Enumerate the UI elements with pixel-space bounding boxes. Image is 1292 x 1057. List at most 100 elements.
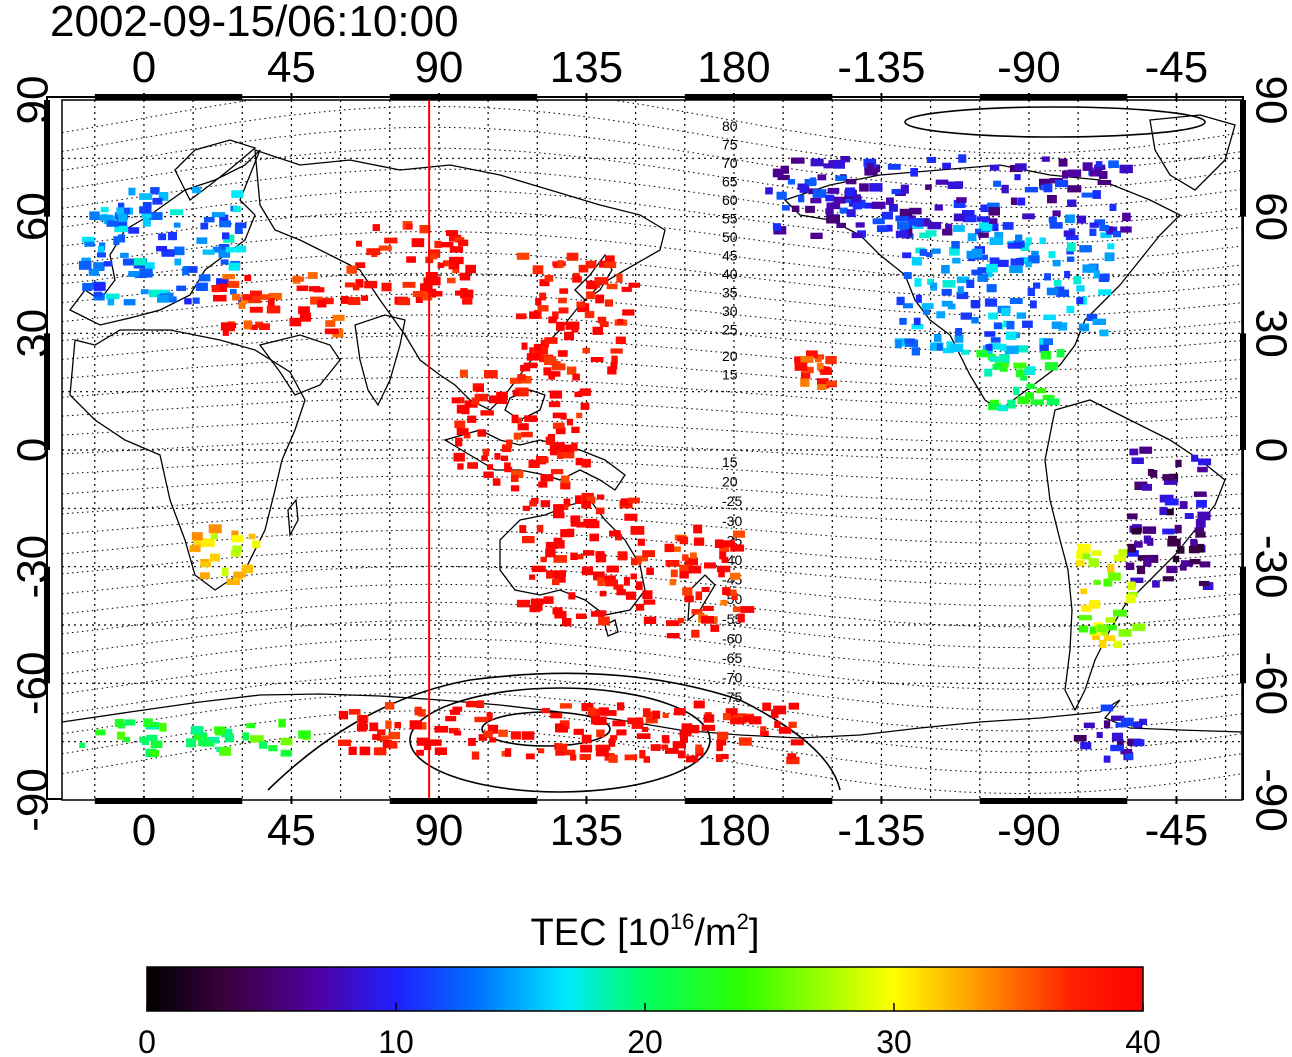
tec-point [1092,318,1106,325]
tec-point [562,749,576,756]
tec-point [494,453,501,460]
tec-point [684,595,694,603]
tec-point [1078,625,1089,633]
tec-point [597,577,605,586]
tec-point [641,726,649,732]
tec-point [581,501,591,509]
tec-point [1094,219,1106,225]
tec-point [953,213,965,222]
tec-point [891,189,905,195]
tec-point [579,754,591,760]
tec-point [561,451,575,459]
tec-point [679,570,689,579]
tec-point [515,313,527,320]
tec-point [260,294,270,300]
lat-tick-label-left: -60 [9,652,58,716]
tec-point [610,348,623,354]
tec-point [919,232,932,239]
contour-label: -55 [722,611,742,627]
tec-point [994,231,1004,241]
tec-point [575,495,582,504]
tec-point [524,415,538,422]
lon-tick-label-top: -90 [997,43,1061,92]
tec-point [978,222,993,231]
tec-point [599,590,607,597]
tec-point [1015,234,1023,242]
tec-point [812,189,827,198]
tec-point [1089,222,1099,228]
tec-point [250,735,264,743]
tec-point [679,730,692,737]
tec-point [259,741,268,749]
tec-point [250,324,258,330]
tec-point [1076,297,1084,304]
tec-point [510,475,519,482]
tec-point [448,727,459,734]
tec-point [845,178,857,185]
tec-point [1104,252,1113,262]
tec-point [572,373,580,381]
tec-point [198,274,211,282]
tec-point [895,230,909,238]
tec-point [445,715,457,722]
tec-point [716,739,727,746]
tec-point [615,534,623,541]
colorbar-ticks: 0 10 20 30 40 [138,1003,1161,1057]
contour-label: 80 [722,118,738,134]
tec-point [376,735,389,742]
contour-line [62,710,1242,774]
tec-point [941,300,953,307]
tec-point [682,587,693,596]
tec-point [1197,466,1208,473]
tec-point [1091,550,1102,556]
tec-point [219,220,231,228]
tec-point [222,232,230,240]
tec-point [184,298,192,305]
tec-point [987,202,1000,211]
tec-point [579,388,591,396]
tec-point [1025,261,1032,268]
tec-point [1195,531,1206,538]
tec-point [1105,226,1114,232]
tec-point [621,286,632,292]
tec-point [550,469,564,475]
contour-line [62,511,1242,544]
tec-point [510,731,521,740]
tec-point [899,317,907,325]
tec-point [410,720,421,727]
tec-point [107,298,115,306]
tec-point [760,730,769,736]
tec-point [762,702,772,711]
tec-point [457,239,469,247]
tec-point [672,741,686,749]
tec-point [575,613,587,619]
tec-point [1030,300,1037,309]
tec-point [174,258,182,266]
tec-point [989,218,998,224]
tec-point [866,163,874,170]
tec-point [740,606,755,613]
tec-point [695,591,703,601]
tec-point [1077,543,1091,552]
tec-point [338,710,348,720]
tec-point [417,722,427,730]
tec-point [468,738,476,746]
tec-point [1172,555,1180,563]
contour-line [62,457,1242,482]
tec-point [760,726,767,732]
tec-point [1103,578,1113,587]
tec-point [571,442,578,452]
tec-point [117,234,126,243]
lon-tick-label-bottom: 0 [132,806,156,855]
tec-point [1067,242,1076,252]
tec-point [553,537,563,547]
tec-point [988,207,1000,216]
tec-point [835,175,847,181]
tec-point [599,317,606,326]
tec-point [203,216,215,223]
tec-point [800,371,811,379]
tec-point [598,616,610,626]
contour-label: -70 [722,670,742,686]
tec-point [506,439,513,448]
